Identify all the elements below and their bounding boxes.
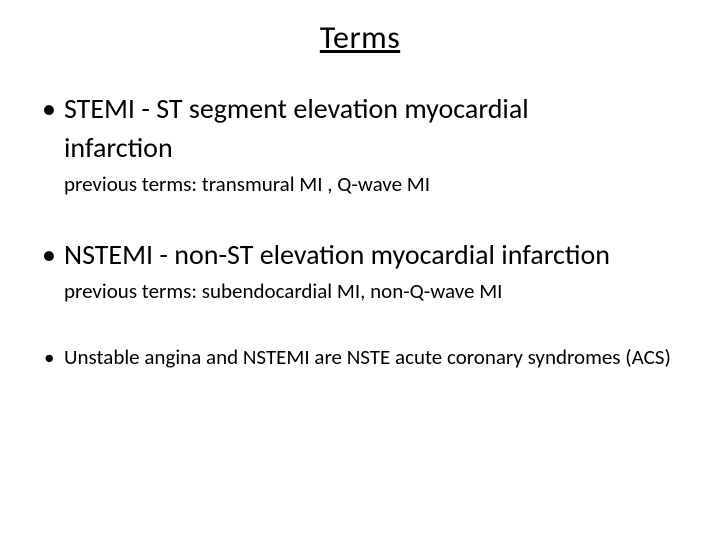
bullet-item-3: Unstable angina and NSTEMI are NSTE acut… [40,344,680,371]
slide-title: Terms [40,18,680,57]
bullet-item-2: NSTEMI - non-ST elevation myocardial inf… [40,237,680,272]
bullet-item-1-cont: infarction [40,130,680,165]
bullet-item-1-sub: previous terms: transmural MI , Q-wave M… [40,171,680,197]
slide-container: Terms STEMI - ST segment elevation myoca… [0,0,720,540]
bullet-item-1: STEMI - ST segment elevation myocardial [40,91,680,126]
bullet-item-2-sub: previous terms: subendocardial MI, non-Q… [40,278,680,304]
